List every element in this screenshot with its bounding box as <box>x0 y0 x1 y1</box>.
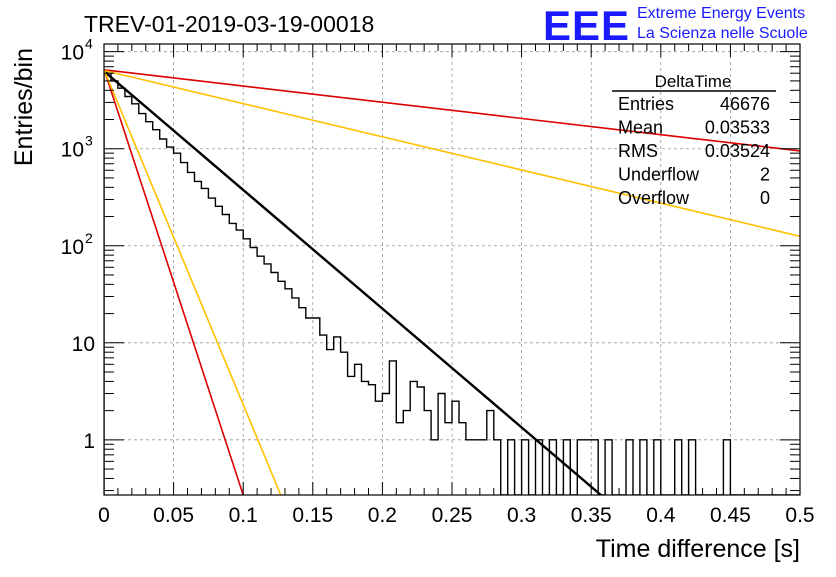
stats-label: Underflow <box>618 165 700 185</box>
fit-line-4 <box>104 68 244 495</box>
y-tick-label: 10 <box>61 42 84 65</box>
stats-rows: Entries 46676 Mean 0.03533 RMS 0.03524Underfl… <box>618 94 770 208</box>
x-tick-label: 0 <box>98 504 110 527</box>
x-tick-label: 0.15 <box>292 504 333 527</box>
y-tick-label: 1 <box>83 430 95 453</box>
stats-box-title: DeltaTime <box>655 72 732 91</box>
y-tick-label-exponent: 4 <box>85 36 93 52</box>
y-tick-label: 10 <box>61 236 84 259</box>
stats-value: 0.03524 <box>705 141 770 161</box>
fit-line-3 <box>104 69 800 238</box>
stats-label: Mean <box>618 118 663 138</box>
x-tick-label: 0.35 <box>571 504 612 527</box>
tick-layer <box>103 44 801 495</box>
x-tick-label: 0.4 <box>646 504 676 527</box>
stats-value: 2 <box>760 165 770 185</box>
y-tick-label: 10 <box>61 139 84 162</box>
histogram-layer <box>104 71 800 495</box>
eee-logo: EEE Extreme Energy Events La Scienza nel… <box>543 2 808 49</box>
stats-label: Entries <box>618 94 674 114</box>
x-tick-label: 0.45 <box>710 504 751 527</box>
chart-title: TREV-01-2019-03-19-00018 <box>84 11 374 37</box>
fit-line-5 <box>104 69 282 495</box>
x-tick-label: 0.5 <box>785 504 814 527</box>
y-tick-label: 10 <box>72 333 95 356</box>
eee-logo-line1: Extreme Energy Events <box>637 5 805 22</box>
x-tick-label: 0.05 <box>153 504 194 527</box>
eee-logo-line2: La Scienza nelle Scuole <box>637 25 808 42</box>
tick-label-layer: 0 0.05 0.1 0.15 0.2 0.25 0.3 0.35 0.4 0.45 0.5 1 10 1… <box>61 36 815 527</box>
histogram-steps <box>104 71 800 495</box>
y-tick-label-exponent: 2 <box>85 230 93 246</box>
x-tick-label: 0.1 <box>229 504 258 527</box>
grid-layer <box>104 44 800 495</box>
stats-label: RMS <box>618 141 658 161</box>
stats-value: 0 <box>760 188 770 208</box>
eee-logo-text: EEE <box>543 2 630 49</box>
x-tick-label: 0.3 <box>507 504 536 527</box>
stats-value: 0.03533 <box>705 118 770 138</box>
y-tick-label-exponent: 3 <box>85 133 93 149</box>
y-axis-label: Entries/bin <box>10 48 38 166</box>
stats-value: 46676 <box>720 94 770 114</box>
fit-line-2 <box>104 69 800 152</box>
x-tick-label: 0.2 <box>368 504 397 527</box>
x-axis-label: Time difference [s] <box>596 535 800 563</box>
series-layer <box>104 68 800 495</box>
fit-line-1 <box>104 70 602 495</box>
stats-label: Overflow <box>618 188 690 208</box>
stats-box: DeltaTime Entries 46676 Mean 0.03533 RMS 0.03… <box>612 72 776 208</box>
x-tick-label: 0.25 <box>432 504 473 527</box>
